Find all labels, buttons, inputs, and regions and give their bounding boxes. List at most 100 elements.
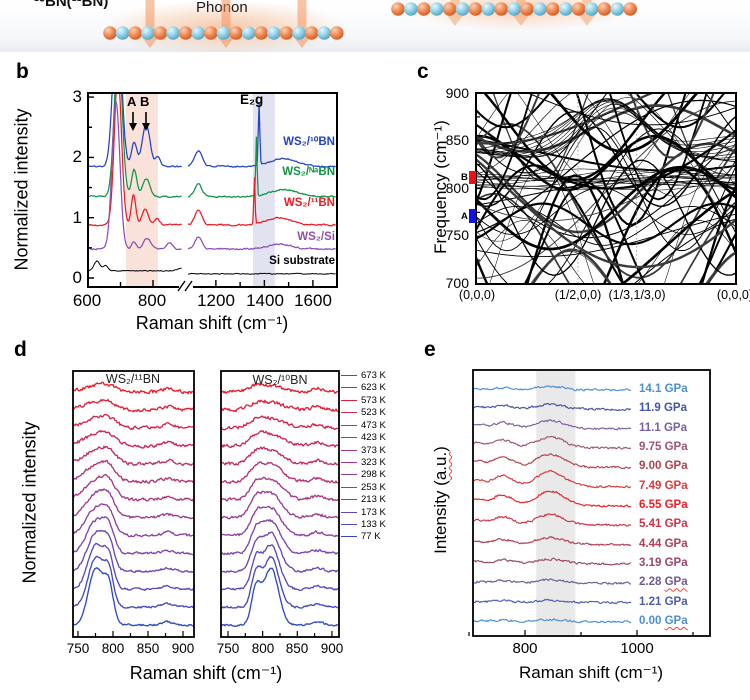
pressure-label: 11.9 GPa xyxy=(639,402,687,414)
isotope-label: ¹⁰BN(¹¹BN) xyxy=(34,0,109,10)
legend-item-temperature: 323 K xyxy=(341,457,399,469)
legend-item-temperature: 213 K xyxy=(341,494,399,506)
k-point-label: (1/3,1/3,0) xyxy=(608,288,666,302)
legend-temperature-label: 473 K xyxy=(361,419,386,431)
legend-temperature-label: 298 K xyxy=(361,469,386,481)
legend-item-temperature: 253 K xyxy=(341,482,399,494)
marker-b-label: B xyxy=(461,172,468,183)
pressure-value: 4.44 xyxy=(639,537,665,550)
panel-a-phonon-illustration: ¹⁰BN(¹¹BN) Phonon xyxy=(0,0,750,52)
legend-color-line xyxy=(341,524,357,526)
pressure-unit: GPa xyxy=(664,440,688,453)
panel-d-left-plot xyxy=(72,370,195,638)
panel-e-letter: e xyxy=(424,338,436,361)
ylabel-prefix: Intensity ( xyxy=(431,480,450,554)
legend-color-line xyxy=(341,387,357,389)
panel-c-phonon-dispersion-plot xyxy=(475,92,737,285)
pressure-label: 4.44 GPa xyxy=(639,538,688,550)
x-tick-label: 800 xyxy=(101,641,125,656)
ylabel-au: a.u. xyxy=(431,451,450,481)
y-tick-label: 3 xyxy=(72,87,82,106)
panel-d-letter: d xyxy=(14,338,27,361)
y-tick-label: 0 xyxy=(72,268,82,287)
pressure-label: 0.00 GPa xyxy=(639,615,688,627)
y-tick-label: 700 xyxy=(445,275,469,291)
pressure-unit: GPa xyxy=(663,402,687,415)
legend-temperature-label: 573 K xyxy=(361,394,386,406)
pressure-unit: GPa xyxy=(664,479,688,492)
pressure-value: 5.41 xyxy=(639,518,665,531)
legend-color-line xyxy=(341,474,357,476)
x-tick-label: 900 xyxy=(320,641,344,656)
k-point-label: (0,0,0) xyxy=(458,288,496,302)
pressure-label: 2.28 GPa xyxy=(639,576,688,588)
x-tick-label: 800 xyxy=(512,640,538,657)
legend-temperature-label: 373 K xyxy=(361,444,386,456)
x-tick-label: 800 xyxy=(137,291,167,310)
legend-temperature-label: 673 K xyxy=(361,370,386,381)
pressure-unit: GPa xyxy=(664,518,688,531)
panel-e-ylabel: Intensity (a.u.) xyxy=(431,350,451,650)
pressure-label: 5.41 GPa xyxy=(639,518,688,530)
legend-temperature-label: 423 K xyxy=(361,432,386,444)
legend-color-line xyxy=(341,399,357,401)
legend-item-temperature: 623 K xyxy=(341,382,399,394)
pressure-unit: GPa xyxy=(664,595,688,608)
x-tick-label: 800 xyxy=(251,641,275,656)
y-tick-label: 800 xyxy=(445,180,469,196)
series-label: WS₂/ᴺᵃBN xyxy=(282,166,335,178)
pressure-unit: GPa xyxy=(664,556,688,569)
panel-b-xlabel: Raman shift (cm⁻¹) xyxy=(135,313,289,333)
x-tick-label: 850 xyxy=(285,641,309,656)
panel-d-right-plot xyxy=(220,370,340,638)
ylabel-suffix: ) xyxy=(431,446,450,452)
pressure-value: 9.75 xyxy=(639,440,665,453)
legend-item-temperature: 423 K xyxy=(341,432,399,444)
pressure-label: 9.75 GPa xyxy=(639,441,688,453)
subpanel-title: WS₂/¹⁰BN xyxy=(252,373,308,387)
legend-item-temperature: 298 K xyxy=(341,469,399,481)
pressure-label: 9.00 GPa xyxy=(639,460,688,472)
legend-temperature-label: 253 K xyxy=(361,481,386,493)
panel-b-ylabel: Normalized intensity xyxy=(11,108,32,271)
legend-color-line xyxy=(341,437,357,439)
panel-b-letter: b xyxy=(16,60,29,83)
legend-color-line xyxy=(341,375,357,376)
panel-d-ylabel: Normalized intensity xyxy=(19,421,40,584)
series-label: WS₂/¹⁰BN xyxy=(283,136,335,148)
pressure-value: 11.1 xyxy=(639,421,664,434)
pressure-value: 1.21 xyxy=(639,595,665,608)
marker-a-blue xyxy=(469,209,476,223)
panel-c-letter: c xyxy=(417,60,429,83)
pressure-value: 3.19 xyxy=(639,556,665,569)
pressure-value: 9.00 xyxy=(639,460,665,473)
panel-e-xlabel: Raman shift (cm⁻¹) xyxy=(518,663,664,682)
y-tick-label: 850 xyxy=(445,132,469,148)
marker-b-red xyxy=(469,171,476,184)
pressure-unit: GPa xyxy=(664,498,688,511)
pressure-label: 7.49 GPa xyxy=(639,480,688,492)
legend-item-temperature: 77 K xyxy=(341,531,399,543)
pressure-label: 11.1 GPa xyxy=(639,422,687,434)
legend-temperature-label: 523 K xyxy=(361,407,386,419)
legend-item-temperature: 133 K xyxy=(341,519,399,531)
pressure-value: 11.9 xyxy=(639,402,664,415)
legend-item-temperature: 173 K xyxy=(341,507,399,519)
marker-a-label: A xyxy=(461,211,468,222)
pressure-label: 14.1 GPa xyxy=(639,383,688,395)
pressure-unit: GPa xyxy=(664,614,688,627)
legend-color-line xyxy=(341,499,357,501)
pressure-value: 6.55 xyxy=(639,498,665,511)
pressure-value: 14.1 xyxy=(639,383,665,395)
k-point-label: (1/2,0,0) xyxy=(554,288,602,302)
subpanel-title: WS₂/¹¹BN xyxy=(105,372,161,386)
legend-temperature-label: 173 K xyxy=(361,506,386,518)
pressure-unit: GPa xyxy=(664,537,688,550)
legend-color-line xyxy=(341,486,357,488)
legend-item-temperature: 573 K xyxy=(341,395,399,407)
x-tick-label: 900 xyxy=(171,641,195,656)
pressure-value: 2.28 xyxy=(639,576,665,589)
panel-b-spectra-plot xyxy=(87,92,338,292)
legend-color-line xyxy=(341,511,357,513)
